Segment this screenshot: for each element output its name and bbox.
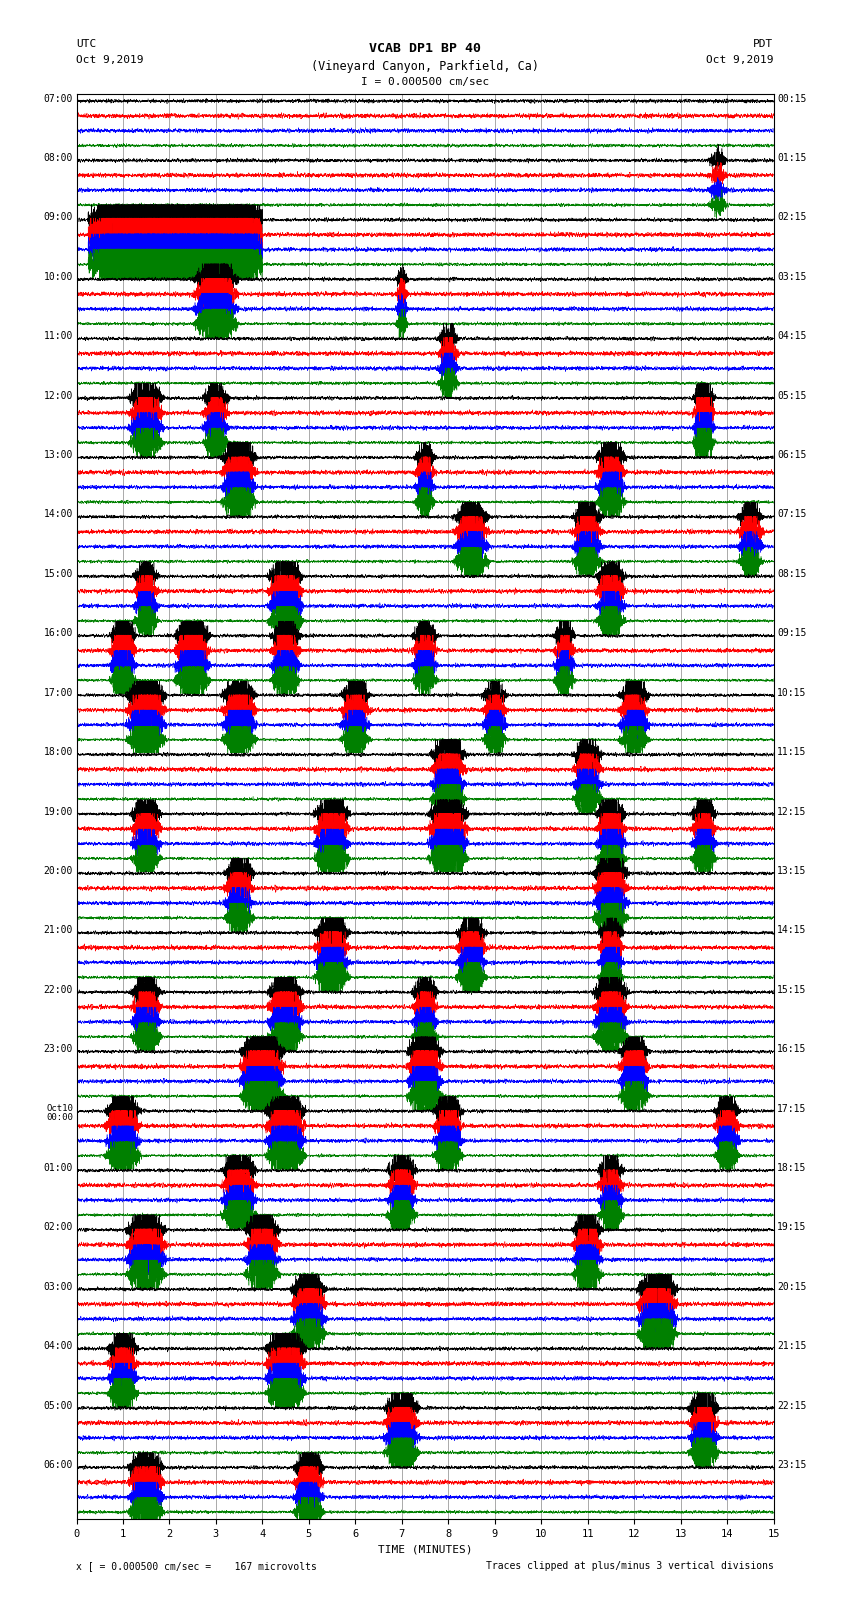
Text: 00:15: 00:15 (777, 94, 807, 103)
Text: 18:15: 18:15 (777, 1163, 807, 1173)
Text: 05:00: 05:00 (43, 1400, 73, 1411)
Text: 15:15: 15:15 (777, 984, 807, 995)
Text: Oct 9,2019: Oct 9,2019 (706, 55, 774, 65)
X-axis label: TIME (MINUTES): TIME (MINUTES) (377, 1545, 473, 1555)
Text: 18:00: 18:00 (43, 747, 73, 756)
Text: Traces clipped at plus/minus 3 vertical divisions: Traces clipped at plus/minus 3 vertical … (485, 1561, 774, 1571)
Text: 20:00: 20:00 (43, 866, 73, 876)
Text: 07:00: 07:00 (43, 94, 73, 103)
Text: 23:15: 23:15 (777, 1460, 807, 1469)
Text: 04:15: 04:15 (777, 331, 807, 342)
Text: 01:15: 01:15 (777, 153, 807, 163)
Text: VCAB DP1 BP 40: VCAB DP1 BP 40 (369, 42, 481, 55)
Text: 16:15: 16:15 (777, 1044, 807, 1055)
Text: 17:15: 17:15 (777, 1103, 807, 1113)
Text: 08:15: 08:15 (777, 569, 807, 579)
Text: 03:00: 03:00 (43, 1282, 73, 1292)
Text: UTC: UTC (76, 39, 97, 48)
Text: 09:15: 09:15 (777, 629, 807, 639)
Text: 09:00: 09:00 (43, 213, 73, 223)
Text: 14:15: 14:15 (777, 926, 807, 936)
Text: 22:00: 22:00 (43, 984, 73, 995)
Text: 02:00: 02:00 (43, 1223, 73, 1232)
Text: I = 0.000500 cm/sec: I = 0.000500 cm/sec (361, 77, 489, 87)
Text: 04:00: 04:00 (43, 1342, 73, 1352)
Text: 11:00: 11:00 (43, 331, 73, 342)
Text: 06:00: 06:00 (43, 1460, 73, 1469)
Text: 19:15: 19:15 (777, 1223, 807, 1232)
Text: 21:00: 21:00 (43, 926, 73, 936)
Text: (Vineyard Canyon, Parkfield, Ca): (Vineyard Canyon, Parkfield, Ca) (311, 60, 539, 73)
Text: 16:00: 16:00 (43, 629, 73, 639)
Text: 03:15: 03:15 (777, 273, 807, 282)
Text: PDT: PDT (753, 39, 774, 48)
Text: x [ = 0.000500 cm/sec =    167 microvolts: x [ = 0.000500 cm/sec = 167 microvolts (76, 1561, 317, 1571)
Text: 22:15: 22:15 (777, 1400, 807, 1411)
Text: 05:15: 05:15 (777, 390, 807, 400)
Text: Oct 9,2019: Oct 9,2019 (76, 55, 144, 65)
Text: Oct10
00:00: Oct10 00:00 (46, 1103, 73, 1123)
Text: 15:00: 15:00 (43, 569, 73, 579)
Text: 10:15: 10:15 (777, 687, 807, 698)
Text: 06:15: 06:15 (777, 450, 807, 460)
Text: 13:00: 13:00 (43, 450, 73, 460)
Text: 01:00: 01:00 (43, 1163, 73, 1173)
Text: 13:15: 13:15 (777, 866, 807, 876)
Text: 17:00: 17:00 (43, 687, 73, 698)
Text: 21:15: 21:15 (777, 1342, 807, 1352)
Text: 02:15: 02:15 (777, 213, 807, 223)
Text: 12:00: 12:00 (43, 390, 73, 400)
Text: 11:15: 11:15 (777, 747, 807, 756)
Text: 10:00: 10:00 (43, 273, 73, 282)
Text: 12:15: 12:15 (777, 806, 807, 816)
Text: 23:00: 23:00 (43, 1044, 73, 1055)
Text: 08:00: 08:00 (43, 153, 73, 163)
Text: 14:00: 14:00 (43, 510, 73, 519)
Text: 07:15: 07:15 (777, 510, 807, 519)
Text: 19:00: 19:00 (43, 806, 73, 816)
Text: 20:15: 20:15 (777, 1282, 807, 1292)
